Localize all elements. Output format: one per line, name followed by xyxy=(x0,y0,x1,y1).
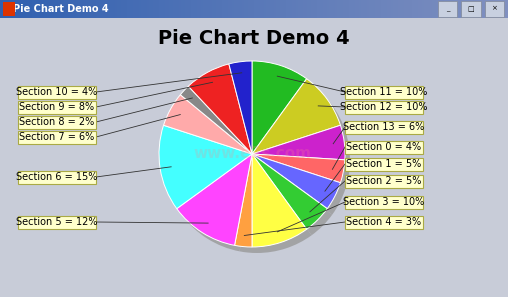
FancyBboxPatch shape xyxy=(18,130,96,143)
Wedge shape xyxy=(180,86,252,154)
Text: Section 9 = 8%: Section 9 = 8% xyxy=(19,102,94,112)
FancyBboxPatch shape xyxy=(345,140,423,154)
Text: Section 0 = 4%: Section 0 = 4% xyxy=(346,142,422,152)
Wedge shape xyxy=(234,67,257,160)
FancyBboxPatch shape xyxy=(485,1,504,17)
Wedge shape xyxy=(257,160,312,253)
Wedge shape xyxy=(252,125,345,160)
Text: Section 11 = 10%: Section 11 = 10% xyxy=(340,87,428,97)
Wedge shape xyxy=(257,67,312,160)
FancyBboxPatch shape xyxy=(345,86,423,99)
Wedge shape xyxy=(159,125,252,209)
FancyBboxPatch shape xyxy=(18,86,96,99)
Wedge shape xyxy=(240,160,257,253)
Wedge shape xyxy=(257,131,350,166)
Wedge shape xyxy=(257,160,332,235)
Text: www.e2s.com: www.e2s.com xyxy=(193,146,311,162)
Wedge shape xyxy=(252,154,345,183)
Text: Section 6 = 15%: Section 6 = 15% xyxy=(16,172,98,182)
FancyBboxPatch shape xyxy=(345,100,423,113)
Text: Section 1 = 5%: Section 1 = 5% xyxy=(346,159,422,169)
FancyBboxPatch shape xyxy=(3,2,15,16)
Text: Section 8 = 2%: Section 8 = 2% xyxy=(19,117,94,127)
FancyBboxPatch shape xyxy=(18,170,96,184)
Wedge shape xyxy=(185,92,257,160)
Wedge shape xyxy=(257,85,345,160)
Wedge shape xyxy=(188,64,252,154)
FancyBboxPatch shape xyxy=(345,121,423,133)
Text: Section 7 = 6%: Section 7 = 6% xyxy=(19,132,94,142)
Text: Section 3 = 10%: Section 3 = 10% xyxy=(343,197,425,207)
Wedge shape xyxy=(252,154,327,229)
Wedge shape xyxy=(252,154,307,247)
Text: Section 4 = 3%: Section 4 = 3% xyxy=(346,217,422,227)
Wedge shape xyxy=(164,95,252,154)
Text: Section 12 = 10%: Section 12 = 10% xyxy=(340,102,428,112)
Wedge shape xyxy=(194,70,257,160)
FancyBboxPatch shape xyxy=(345,175,423,187)
Wedge shape xyxy=(229,61,252,154)
Wedge shape xyxy=(182,160,257,251)
Text: Section 10 = 4%: Section 10 = 4% xyxy=(16,87,98,97)
FancyBboxPatch shape xyxy=(438,1,457,17)
FancyBboxPatch shape xyxy=(18,100,96,113)
Wedge shape xyxy=(257,160,350,189)
FancyBboxPatch shape xyxy=(18,116,96,129)
Text: Pie Chart Demo 4: Pie Chart Demo 4 xyxy=(158,29,350,48)
Wedge shape xyxy=(257,160,345,215)
Text: Section 13 = 6%: Section 13 = 6% xyxy=(343,122,425,132)
Wedge shape xyxy=(252,61,307,154)
Wedge shape xyxy=(235,154,252,247)
FancyBboxPatch shape xyxy=(345,216,423,228)
FancyBboxPatch shape xyxy=(345,157,423,170)
Wedge shape xyxy=(169,101,257,160)
Wedge shape xyxy=(252,79,340,154)
Wedge shape xyxy=(164,131,257,215)
Text: □: □ xyxy=(467,6,474,12)
Text: ×: × xyxy=(491,6,497,12)
Text: Section 5 = 12%: Section 5 = 12% xyxy=(16,217,98,227)
FancyBboxPatch shape xyxy=(461,1,481,17)
Text: _: _ xyxy=(446,6,449,12)
FancyBboxPatch shape xyxy=(345,195,423,208)
Wedge shape xyxy=(177,154,252,245)
Text: Section 2 = 5%: Section 2 = 5% xyxy=(346,176,422,186)
Text: Pie Chart Demo 4: Pie Chart Demo 4 xyxy=(13,4,108,14)
Wedge shape xyxy=(252,154,340,209)
FancyBboxPatch shape xyxy=(18,216,96,228)
